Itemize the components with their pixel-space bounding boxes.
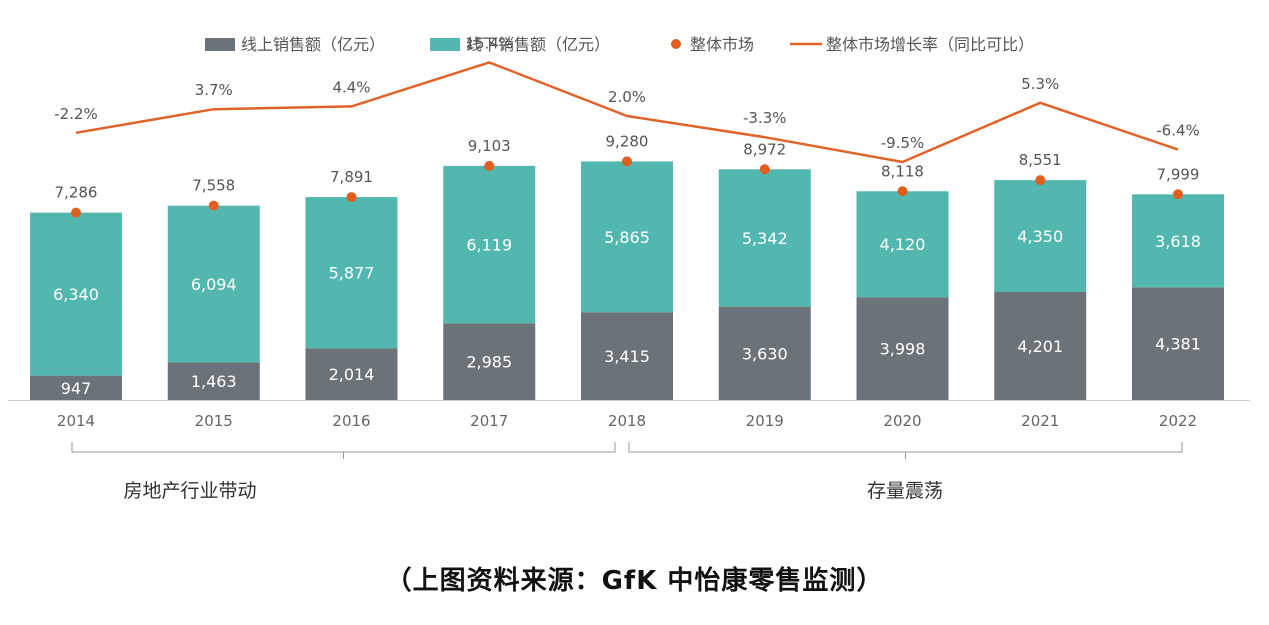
x-tick-label-2020: 2020	[883, 412, 921, 430]
bar-online-2015	[167, 362, 260, 400]
total-label-2015: 7,558	[192, 177, 235, 195]
legend-swatch-2	[671, 39, 681, 49]
bar-online-2020	[856, 297, 949, 400]
bar-online-2022	[1132, 287, 1224, 400]
total-point-2017	[484, 160, 495, 171]
bar-offline-label-2016: 5,877	[329, 264, 375, 283]
total-label-2014: 7,286	[55, 184, 98, 202]
growth-label-2017: 15.4%	[465, 34, 513, 52]
total-point-2015	[208, 200, 219, 211]
legend-label-2: 整体市场	[690, 35, 754, 54]
group-label-0: 房地产行业带动	[123, 480, 256, 502]
growth-label-2021: 5.3%	[1021, 75, 1059, 93]
bar-online-2021	[994, 291, 1087, 400]
group-bracket-1	[628, 442, 1183, 459]
total-label-2021: 8,551	[1019, 151, 1062, 169]
legend-swatch-0	[205, 38, 235, 51]
bar-online-label-2016: 2,014	[329, 365, 375, 384]
legend-swatch-1	[430, 38, 460, 51]
x-tick-label-2021: 2021	[1021, 412, 1059, 430]
total-point-2021	[1035, 175, 1046, 186]
bar-online-label-2021: 4,201	[1017, 337, 1063, 356]
bar-offline-2021	[994, 180, 1087, 292]
total-point-2018	[622, 156, 632, 167]
bar-offline-label-2014: 6,340	[53, 285, 99, 304]
bar-offline-label-2018: 5,865	[604, 228, 650, 247]
bar-offline-label-2020: 4,120	[880, 235, 926, 254]
total-label-2018: 9,280	[606, 132, 649, 150]
x-tick-label-2017: 2017	[470, 412, 508, 430]
growth-label-2020: -9.5%	[881, 134, 925, 152]
bar-online-2014	[30, 375, 122, 400]
x-tick-label-2015: 2015	[195, 412, 233, 430]
bar-online-2018	[581, 312, 673, 400]
source-note: （上图资料来源：GfK 中怡康零售监测）	[385, 566, 884, 596]
bar-offline-label-2019: 5,342	[742, 229, 788, 248]
total-label-2016: 7,891	[330, 168, 373, 186]
bar-offline-2022	[1132, 194, 1224, 288]
bar-online-label-2014: 947	[61, 379, 92, 398]
total-point-2014	[71, 207, 81, 218]
bar-online-label-2020: 3,998	[880, 340, 926, 359]
growth-label-2019: -3.3%	[743, 109, 787, 127]
group-label-1: 存量震荡	[867, 480, 943, 502]
bar-offline-label-2017: 6,119	[466, 236, 512, 255]
bar-offline-2020	[856, 191, 949, 298]
bar-online-2017	[443, 323, 536, 400]
bar-online-2016	[305, 348, 398, 400]
bar-online-label-2018: 3,415	[604, 347, 650, 366]
bar-offline-label-2022: 3,618	[1155, 232, 1201, 251]
total-label-2017: 9,103	[468, 137, 511, 155]
bar-offline-2014	[30, 212, 122, 376]
group-bracket-0	[71, 442, 616, 459]
bar-offline-2015	[167, 205, 260, 363]
growth-line	[75, 61, 1179, 164]
total-point-2022	[1173, 189, 1183, 200]
x-tick-label-2016: 2016	[332, 412, 370, 430]
total-point-2016	[346, 192, 357, 203]
bar-offline-2017	[443, 165, 536, 324]
bar-offline-label-2015: 6,094	[191, 275, 237, 294]
growth-label-2015: 3.7%	[195, 81, 233, 99]
growth-label-2022: -6.4%	[1156, 122, 1200, 140]
legend-label-0: 线上销售额（亿元）	[241, 35, 385, 54]
bar-offline-2018	[581, 161, 673, 313]
total-point-2019	[759, 164, 770, 175]
bar-offline-label-2021: 4,350	[1017, 227, 1063, 246]
total-label-2020: 8,118	[881, 162, 924, 180]
total-label-2019: 8,972	[743, 140, 786, 158]
growth-label-2014: -2.2%	[54, 105, 98, 123]
total-point-2020	[897, 186, 908, 197]
total-label-2022: 7,999	[1157, 165, 1200, 183]
bar-offline-2019	[718, 169, 811, 307]
bar-online-label-2017: 2,985	[466, 353, 512, 372]
x-tick-label-2022: 2022	[1159, 412, 1197, 430]
x-tick-label-2018: 2018	[608, 412, 646, 430]
x-tick-label-2014: 2014	[57, 412, 95, 430]
growth-label-2018: 2.0%	[608, 88, 646, 106]
legend-label-1: 线下销售额（亿元）	[466, 35, 610, 54]
bar-online-2019	[718, 306, 811, 400]
x-tick-label-2019: 2019	[746, 412, 784, 430]
legend-label-3: 整体市场增长率（同比可比）	[826, 35, 1034, 54]
bar-online-label-2022: 4,381	[1155, 335, 1201, 354]
bar-online-label-2019: 3,630	[742, 344, 788, 363]
bar-online-label-2015: 1,463	[191, 372, 237, 391]
bar-offline-2016	[305, 197, 398, 349]
growth-label-2016: 4.4%	[332, 78, 370, 96]
